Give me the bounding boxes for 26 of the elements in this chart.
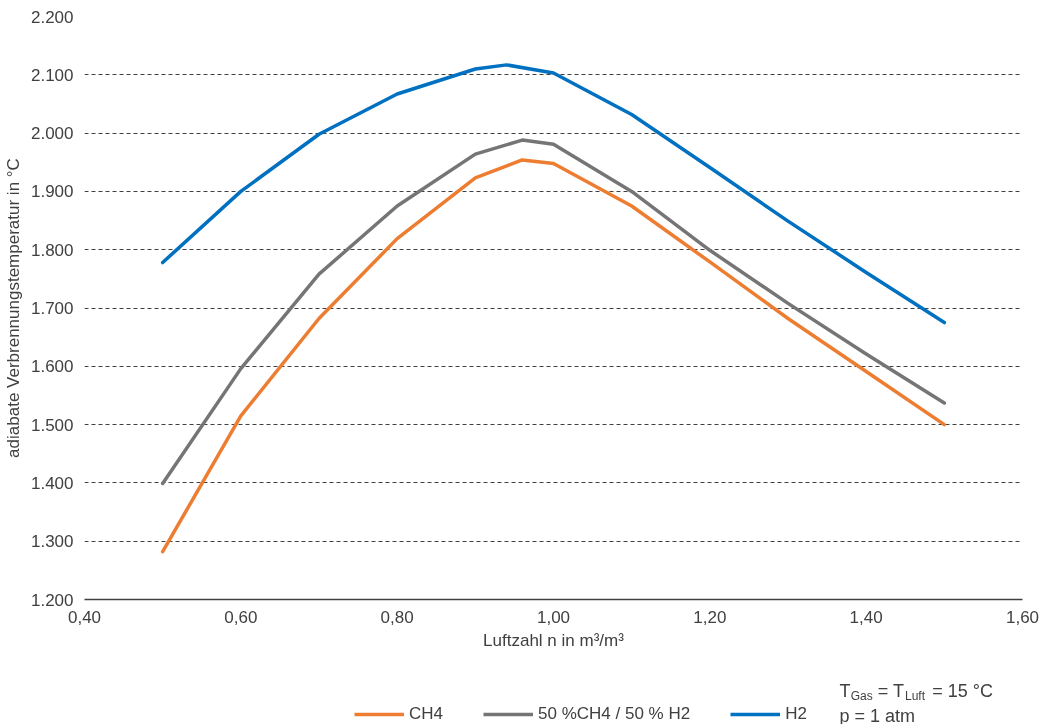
- y-axis-title: adiabate Verbrennungstemperatur in °C: [3, 158, 23, 458]
- legend-label: H2: [785, 704, 807, 724]
- line-series: [160, 63, 947, 325]
- x-tick-label: 1,60: [1005, 607, 1040, 627]
- y-tick-label: 2.100: [30, 65, 74, 85]
- legend-label: 50 %CH4 / 50 % H2: [538, 704, 691, 724]
- x-tick-label: 1,20: [693, 607, 727, 627]
- line-series: [160, 138, 947, 486]
- y-tick-label: 1.800: [30, 240, 74, 260]
- y-tick-label: 2.200: [30, 7, 74, 27]
- x-tick-label: 0,80: [380, 607, 414, 627]
- y-tick-label: 1.300: [30, 532, 74, 552]
- line-series: [160, 158, 947, 554]
- y-tick-label: 1.600: [30, 357, 74, 377]
- x-axis-title: Luftzahl n in m³/m³: [483, 630, 625, 650]
- y-tick-label: 1.700: [30, 299, 74, 318]
- legend-label: CH4: [409, 704, 444, 724]
- x-tick-label: 0,60: [224, 607, 258, 627]
- x-tick-label: 0,40: [67, 607, 102, 627]
- y-tick-label: 1.500: [30, 415, 74, 435]
- x-tick-label: 1,40: [849, 607, 883, 627]
- y-tick-label: 2.000: [30, 124, 74, 144]
- y-tick-label: 1.400: [30, 473, 74, 493]
- x-tick-label: 1,00: [536, 607, 571, 627]
- y-tick-label: 1.200: [30, 590, 74, 610]
- y-tick-label: 1.900: [30, 182, 74, 202]
